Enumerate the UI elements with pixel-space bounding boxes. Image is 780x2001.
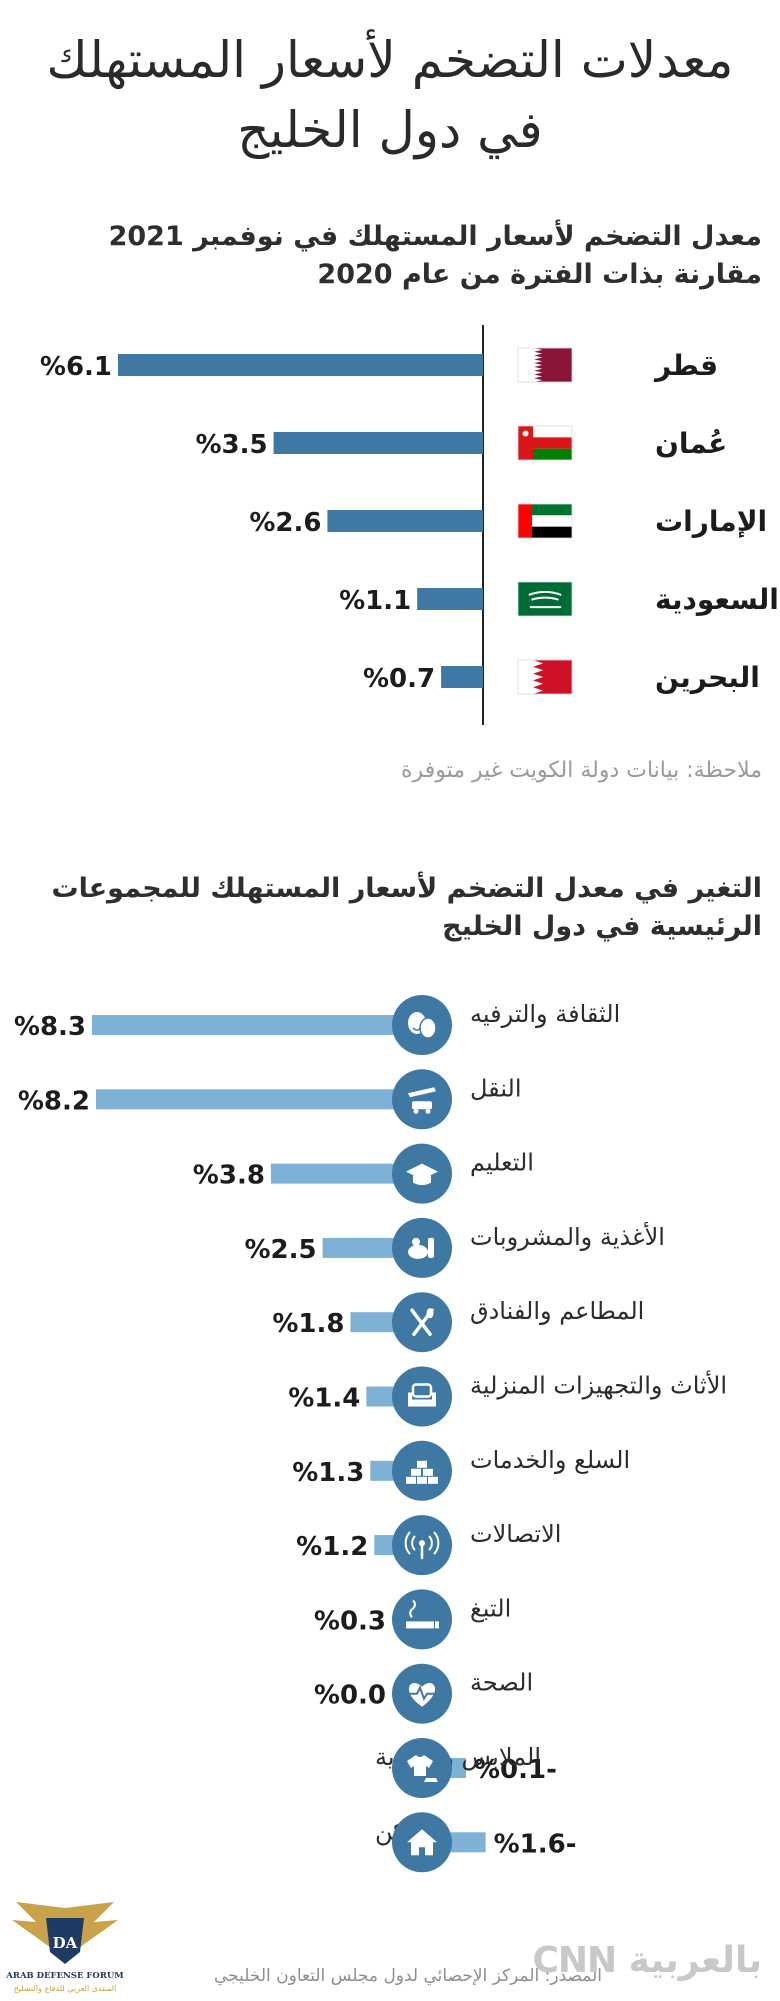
category-name-label: الأثاث والتجهيزات المنزلية xyxy=(470,1371,727,1400)
main-title-line1: معدلات التضخم لأسعار المستهلك xyxy=(46,31,734,89)
house-icon xyxy=(407,1829,437,1856)
country-bar xyxy=(118,354,483,376)
category-name-label: التعليم xyxy=(470,1149,534,1177)
country-inflation-chart: %6.1 قطر %3.5 عُمان %2.6 الإمارات %1.1 السعودية… xyxy=(40,325,779,725)
qatar-flag xyxy=(517,347,573,383)
category-value-label: %1.8 xyxy=(272,1309,344,1339)
main-title-line2: في دول الخليج xyxy=(237,101,543,159)
category-value-label: %0.1- xyxy=(474,1755,557,1785)
country-value-label: %1.1 xyxy=(339,586,411,616)
category-value-label: %8.3 xyxy=(14,1012,86,1042)
country-bar xyxy=(327,510,483,532)
category-icon-circle xyxy=(392,1589,452,1650)
theater-masks-icon xyxy=(408,1012,437,1039)
category-bar xyxy=(92,1015,422,1035)
country-value-label: %0.7 xyxy=(363,664,435,694)
clothing-icon xyxy=(407,1755,438,1782)
category-inflation-chart: %8.3 الثقافة والترفيه %8.2 النقل %3.8 التعليم… xyxy=(14,995,727,1873)
source-text: المصدر: المركز الإحصائي لدول مجلس التعاو… xyxy=(213,1966,602,1986)
graduation-cap-icon xyxy=(406,1163,438,1186)
category-name-label: التبغ xyxy=(470,1594,511,1622)
chart1-title-line1: معدل التضخم لأسعار المستهلك في نوفمبر 20… xyxy=(108,221,762,252)
kuwait-note: ملاحظة: بيانات دولة الكويت غير متوفرة xyxy=(401,758,762,783)
utensils-icon xyxy=(410,1308,434,1336)
category-name-label: السلع والخدمات xyxy=(470,1446,630,1474)
country-name-label: قطر xyxy=(653,349,718,382)
category-value-label: %0.0 xyxy=(314,1681,386,1711)
category-value-label: %2.5 xyxy=(244,1235,316,1265)
category-bar xyxy=(95,1089,423,1110)
country-value-label: %2.6 xyxy=(249,508,321,538)
country-name-label: البحرين xyxy=(655,661,760,694)
arab-defense-forum-logo: DA ARAB DEFENSE FORUM المنتدى العربي للد… xyxy=(6,1902,124,1993)
category-name-label: النقل xyxy=(470,1074,522,1102)
category-value-label: %1.2 xyxy=(296,1532,368,1562)
category-icon-circle xyxy=(392,1069,452,1130)
heart-pulse-icon xyxy=(408,1683,436,1707)
country-name-label: السعودية xyxy=(655,583,779,616)
category-value-label: %0.3 xyxy=(314,1606,386,1636)
food-icon xyxy=(408,1237,434,1259)
armchair-icon xyxy=(408,1383,436,1407)
category-value-label: %8.2 xyxy=(18,1086,90,1116)
category-value-label: %3.8 xyxy=(193,1161,265,1191)
forum-name-ar: المنتدى العربي للدفاع والتسليح xyxy=(14,1984,117,1993)
chart2-title-line2: الرئيسية في دول الخليج xyxy=(442,911,762,942)
country-value-label: %6.1 xyxy=(40,352,112,382)
goods-icon xyxy=(406,1460,438,1484)
category-name-label: الثقافة والترفيه xyxy=(470,1000,620,1028)
forum-name: ARAB DEFENSE FORUM xyxy=(6,1971,124,1981)
bahrain-flag xyxy=(517,659,573,695)
country-name-label: عُمان xyxy=(655,427,727,460)
forum-initials: DA xyxy=(53,1934,78,1952)
country-bar xyxy=(441,666,483,688)
category-name-label: الاتصالات xyxy=(470,1520,561,1548)
category-bar xyxy=(270,1163,422,1184)
chart1-title-line2: مقارنة بذات الفترة من عام 2020 xyxy=(317,259,762,290)
country-bar xyxy=(273,432,483,454)
country-name-label: الإمارات xyxy=(655,505,767,538)
category-value-label: %1.3 xyxy=(292,1458,364,1488)
cnn-arabic-logo: بالعربية CNN xyxy=(532,1940,763,1981)
transport-icon xyxy=(408,1087,436,1114)
oman-flag xyxy=(517,425,573,461)
category-name-label: الصحة xyxy=(470,1669,533,1697)
chart2-title-line1: التغير في معدل التضخم لأسعار المستهلك لل… xyxy=(51,873,762,904)
uae-flag xyxy=(517,503,573,539)
country-value-label: %3.5 xyxy=(195,430,267,460)
category-name-label: المطاعم والفنادق xyxy=(470,1297,644,1325)
category-name-label: الأغذية والمشروبات xyxy=(470,1222,665,1251)
category-value-label: %1.6- xyxy=(494,1829,577,1859)
cigarette-icon xyxy=(406,1599,439,1629)
antenna-icon xyxy=(404,1531,440,1560)
category-icon-circle xyxy=(392,1440,452,1501)
saudi-flag xyxy=(517,581,573,617)
category-value-label: %1.4 xyxy=(288,1384,360,1414)
country-bar xyxy=(417,588,483,610)
